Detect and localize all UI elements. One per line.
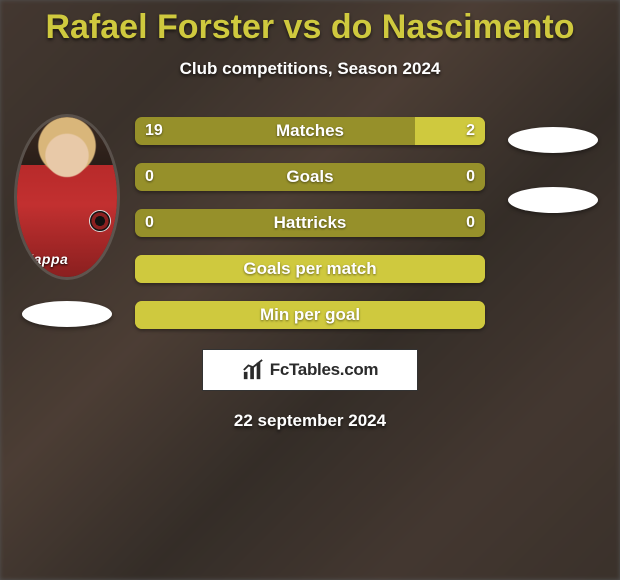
stat-value-left: 19 (145, 122, 163, 140)
stat-label: Goals per match (243, 259, 376, 279)
stat-bar: 0 Hattricks 0 (135, 209, 485, 237)
stat-value-left: 0 (145, 168, 154, 186)
flag-right-top-icon (508, 127, 598, 153)
stat-label: Goals (286, 167, 333, 187)
date-text: 22 september 2024 (234, 411, 386, 431)
flag-left-icon (22, 301, 112, 327)
stat-value-right: 2 (466, 122, 475, 140)
player-right-side (493, 117, 613, 329)
page-title: Rafael Forster vs do Nascimento (45, 8, 574, 47)
stat-value-right: 0 (466, 168, 475, 186)
stat-label: Min per goal (260, 305, 360, 325)
page-subtitle: Club competitions, Season 2024 (180, 59, 441, 79)
brand-text: FcTables.com (270, 360, 379, 380)
brand-box: FcTables.com (202, 349, 418, 391)
stat-bar: Min per goal (135, 301, 485, 329)
stat-bar: Goals per match (135, 255, 485, 283)
comparison-row: Kappa 19 Matches 2 0 Goals 0 0 Hattricks 0 Goals … (0, 117, 620, 329)
player-left-avatar: Kappa (17, 117, 117, 277)
kit-brand-text: Kappa (23, 251, 68, 267)
chart-icon (242, 359, 264, 381)
stat-bars: 19 Matches 2 0 Goals 0 0 Hattricks 0 Goals per ma… (135, 117, 485, 329)
content: Rafael Forster vs do Nascimento Club com… (0, 0, 620, 580)
stat-bar: 0 Goals 0 (135, 163, 485, 191)
stat-label: Hattricks (274, 213, 347, 233)
flag-right-bottom-icon (508, 187, 598, 213)
stat-value-right: 0 (466, 214, 475, 232)
club-badge-icon (89, 210, 111, 232)
stat-value-left: 0 (145, 214, 154, 232)
stat-bar: 19 Matches 2 (135, 117, 485, 145)
stat-label: Matches (276, 121, 344, 141)
player-left-side: Kappa (7, 117, 127, 329)
